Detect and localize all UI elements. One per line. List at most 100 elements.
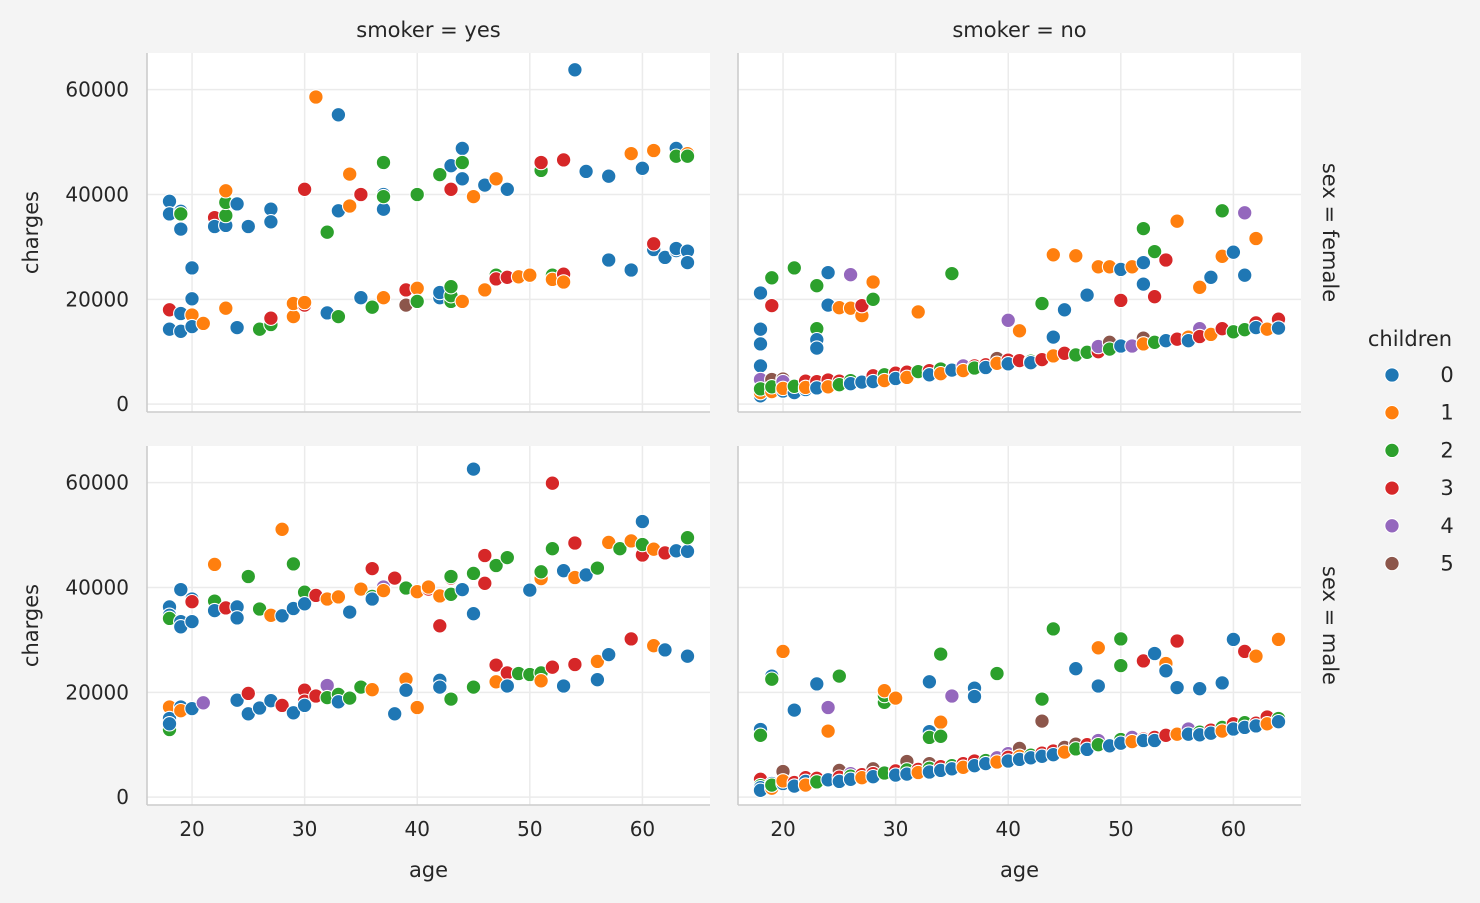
data-point — [544, 475, 561, 491]
data-point — [752, 358, 769, 374]
data-point — [173, 581, 189, 598]
data-point — [1135, 653, 1152, 669]
data-point — [330, 308, 347, 325]
data-point — [1034, 691, 1050, 707]
data-point — [1045, 247, 1062, 263]
data-point — [600, 168, 617, 184]
data-point — [921, 674, 938, 690]
data-point — [184, 260, 200, 276]
facet-col-title: smoker = yes — [356, 18, 500, 42]
data-point — [966, 688, 983, 705]
data-point — [567, 656, 583, 673]
data-point — [1236, 267, 1253, 283]
data-point — [296, 697, 313, 714]
legend-marker — [1384, 442, 1400, 459]
x-axis-label: age — [1000, 858, 1039, 882]
data-point — [240, 218, 257, 235]
x-tick-label: 60 — [1221, 817, 1246, 841]
data-point — [752, 336, 769, 352]
data-point — [1090, 640, 1107, 656]
data-point — [533, 154, 549, 171]
data-point — [330, 107, 347, 123]
data-point — [353, 289, 369, 306]
data-point — [679, 148, 696, 164]
data-point — [296, 181, 313, 198]
data-point — [876, 682, 893, 699]
data-point — [488, 657, 504, 673]
legend-label: 4 — [1440, 514, 1453, 538]
x-tick-label: 30 — [883, 817, 908, 841]
data-point — [1270, 320, 1287, 336]
legend-title: children — [1368, 327, 1452, 351]
data-point — [454, 140, 471, 157]
data-point — [409, 293, 425, 310]
legend-marker — [1384, 518, 1400, 534]
data-point — [544, 659, 561, 675]
legend-label: 2 — [1440, 438, 1453, 462]
data-point — [910, 304, 926, 320]
legend-entries: 0 1 2 3 4 5 — [1384, 363, 1454, 576]
data-point — [555, 274, 572, 290]
data-point — [612, 540, 628, 557]
data-point — [499, 181, 516, 198]
data-point — [752, 285, 769, 301]
data-point — [1113, 631, 1129, 647]
data-point — [319, 224, 335, 240]
data-point — [820, 723, 836, 739]
data-point — [173, 221, 189, 237]
legend-label: 5 — [1440, 552, 1453, 576]
data-point — [522, 267, 538, 283]
data-point — [578, 567, 594, 583]
data-point — [1113, 657, 1129, 674]
data-point — [432, 166, 448, 183]
data-point — [195, 315, 212, 332]
data-point — [364, 681, 380, 698]
data-point — [1191, 680, 1208, 697]
data-point — [274, 697, 290, 714]
data-point — [386, 570, 403, 586]
data-point — [1045, 621, 1062, 637]
legend: children 0 1 2 3 4 5 — [1368, 327, 1454, 576]
data-point — [764, 270, 780, 286]
data-point — [308, 89, 324, 105]
legend-marker — [1384, 555, 1400, 572]
data-point — [477, 575, 493, 592]
data-point — [1056, 302, 1073, 318]
data-point — [1090, 678, 1107, 694]
data-point — [1135, 254, 1152, 271]
data-point — [229, 692, 245, 708]
facet-panel: 0 20000 40000 60000 charges 20 30 40 50 60 age — [19, 446, 710, 882]
y-tick-label: 60000 — [65, 471, 129, 495]
data-point — [1045, 329, 1062, 345]
data-point — [465, 679, 482, 695]
data-point — [218, 300, 234, 316]
y-axis-label: charges — [19, 191, 43, 274]
data-point — [679, 254, 696, 271]
data-point — [786, 260, 803, 276]
data-point — [330, 589, 347, 605]
data-point — [364, 560, 380, 577]
data-point — [409, 699, 425, 716]
data-point — [522, 582, 538, 598]
data-point — [296, 294, 313, 311]
data-point — [1225, 631, 1242, 648]
data-point — [1146, 288, 1163, 305]
data-point — [989, 665, 1005, 682]
data-point — [1068, 248, 1084, 264]
data-point — [161, 716, 178, 732]
data-point — [184, 291, 200, 307]
data-point — [432, 618, 448, 634]
data-point — [1203, 269, 1219, 286]
data-point — [944, 688, 960, 704]
data-point — [1169, 679, 1185, 696]
data-point — [477, 282, 493, 298]
data-point — [364, 591, 380, 607]
data-point — [1034, 295, 1050, 312]
data-point — [465, 188, 482, 205]
data-point — [1079, 287, 1095, 303]
data-point — [173, 206, 189, 222]
data-point — [645, 236, 662, 252]
data-point — [567, 62, 583, 78]
data-point — [634, 513, 651, 530]
data-point — [229, 319, 245, 336]
